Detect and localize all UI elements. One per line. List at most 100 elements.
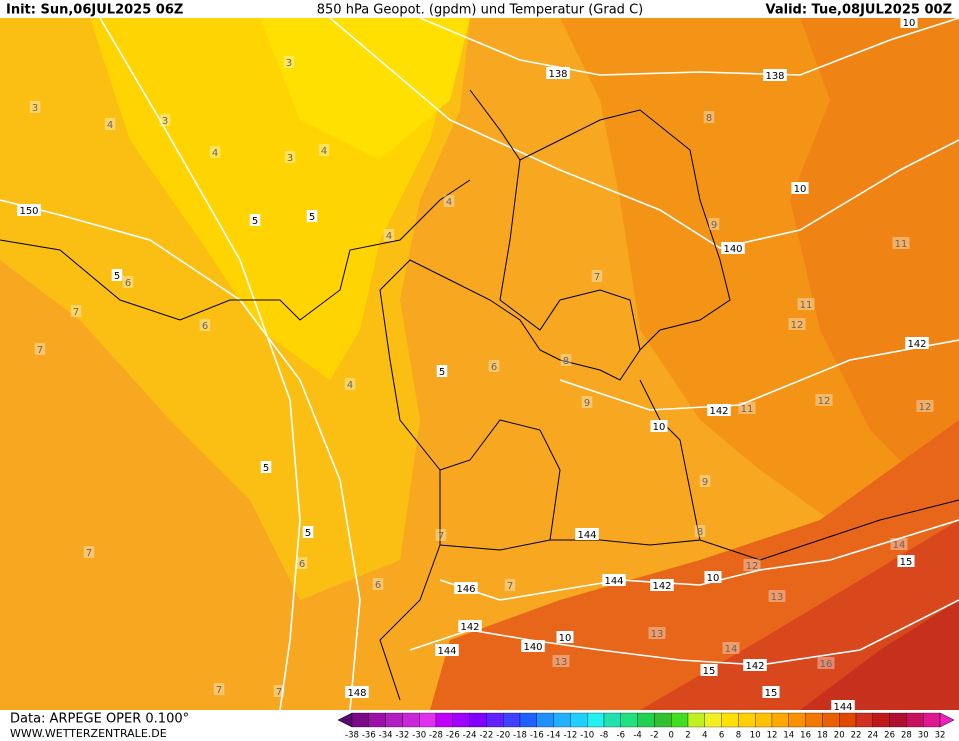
colorbar-swatch: [637, 712, 655, 728]
colorbar-swatch: [368, 712, 386, 728]
contour-label-box: [704, 571, 722, 583]
colorbar-swatch: [654, 712, 672, 728]
colorbar-swatch: [603, 712, 621, 728]
contour-label-box: [743, 659, 767, 671]
contour-label: 12: [791, 320, 804, 331]
colorbar-swatch: [587, 712, 605, 728]
colorbar-label: 18: [817, 731, 828, 741]
contour-label: 13: [555, 657, 568, 668]
colorbar-swatch: [687, 712, 705, 728]
contour-label: 142: [907, 339, 926, 350]
colorbar-swatch: [553, 712, 571, 728]
colorbar-swatch: [923, 712, 941, 728]
colorbar-label: 28: [901, 731, 912, 741]
contour-label: 7: [276, 687, 282, 698]
contour-label-box: [707, 404, 731, 416]
colorbar-label: 8: [736, 731, 741, 741]
contour-label: 10: [559, 633, 572, 644]
contour-label-box: [111, 269, 123, 281]
contour-label-box: [454, 582, 478, 594]
colorbar-swatch: [788, 712, 806, 728]
colorbar-swatch: [721, 712, 739, 728]
contour-label: 3: [32, 103, 38, 114]
contour-label-box: [273, 685, 285, 697]
colorbar-label: 4: [702, 731, 707, 741]
contour-label-box: [721, 242, 745, 254]
colorbar-swatch: [570, 712, 588, 728]
contour-label: 138: [765, 71, 784, 82]
contour-label: 7: [86, 548, 92, 559]
contour-label: 10: [707, 573, 720, 584]
contour-label: 6: [375, 580, 381, 591]
contour-label-box: [552, 655, 570, 667]
contour-label-box: [344, 378, 356, 390]
contour-label-box: [122, 276, 134, 288]
contour-label-box: [763, 69, 787, 81]
colorbar-swatch: [855, 712, 873, 728]
colorbar-swatch: [755, 712, 773, 728]
colorbar-swatch: [822, 712, 840, 728]
contour-label-box: [159, 114, 171, 126]
contour-label: 3: [162, 116, 168, 127]
contour-label-box: [302, 526, 314, 538]
colorbar-swatch: [771, 712, 789, 728]
contour-label: 16: [820, 659, 833, 670]
colorbar-label: 14: [783, 731, 794, 741]
colorbar-label: 2: [685, 731, 690, 741]
contour-label: 142: [709, 406, 728, 417]
contour-label-box: [345, 686, 369, 698]
colorbar-swatch: [805, 712, 823, 728]
contour-label-box: [34, 343, 46, 355]
contour-label: 11: [800, 300, 813, 311]
contour-label-box: [560, 354, 572, 366]
colorbar-label: -4: [633, 731, 641, 741]
contour-label: 9: [584, 398, 590, 409]
contour-label-box: [504, 579, 516, 591]
colorbar-swatch: [906, 712, 924, 728]
contour-label-box: [546, 67, 570, 79]
contour-label-box: [694, 525, 706, 537]
contour-label: 142: [745, 661, 764, 672]
colorbar-label: -6: [617, 731, 625, 741]
yellow-core: [260, 18, 470, 160]
contour-label-box: [916, 400, 934, 412]
colorbar-label: -30: [412, 731, 426, 741]
colorbar-label: -24: [463, 731, 477, 741]
init-time: Init: Sun,06JUL2025 06Z: [6, 3, 183, 18]
colorbar-label: 26: [884, 731, 895, 741]
contour-label: 10: [903, 18, 916, 29]
contour-label: 140: [723, 244, 742, 255]
contour-label-box: [488, 360, 500, 372]
contour-label-box: [443, 195, 455, 207]
colorbar-label: 16: [800, 731, 811, 741]
contour-label-box: [591, 270, 603, 282]
contour-label: 7: [507, 581, 513, 592]
colorbar-swatch: [620, 712, 638, 728]
contour-label-box: [436, 365, 448, 377]
contour-label-box: [768, 590, 786, 602]
contour-label: 8: [563, 356, 569, 367]
colorbar-label: -20: [496, 731, 510, 741]
colorbar-label: 12: [767, 731, 778, 741]
contour-label-box: [890, 538, 908, 550]
colorbar-label: 6: [719, 731, 724, 741]
contour-label: 14: [725, 644, 738, 655]
contour-label-box: [892, 237, 910, 249]
colorbar-label: -34: [379, 731, 393, 741]
colorbar-swatch: [519, 712, 537, 728]
contour-label-box: [815, 394, 833, 406]
contour-label-box: [791, 182, 809, 194]
contour-label: 144: [604, 576, 623, 587]
contour-label: 142: [652, 581, 671, 592]
contour-label: 7: [216, 685, 222, 696]
contour-label: 6: [491, 362, 497, 373]
colorbar-swatch: [402, 712, 420, 728]
contour-label-box: [296, 557, 308, 569]
contour-label: 13: [771, 592, 784, 603]
contour-label-box: [648, 627, 666, 639]
contour-label: 7: [37, 345, 43, 356]
contour-label-box: [699, 475, 711, 487]
colorbar-label: -22: [479, 731, 493, 741]
